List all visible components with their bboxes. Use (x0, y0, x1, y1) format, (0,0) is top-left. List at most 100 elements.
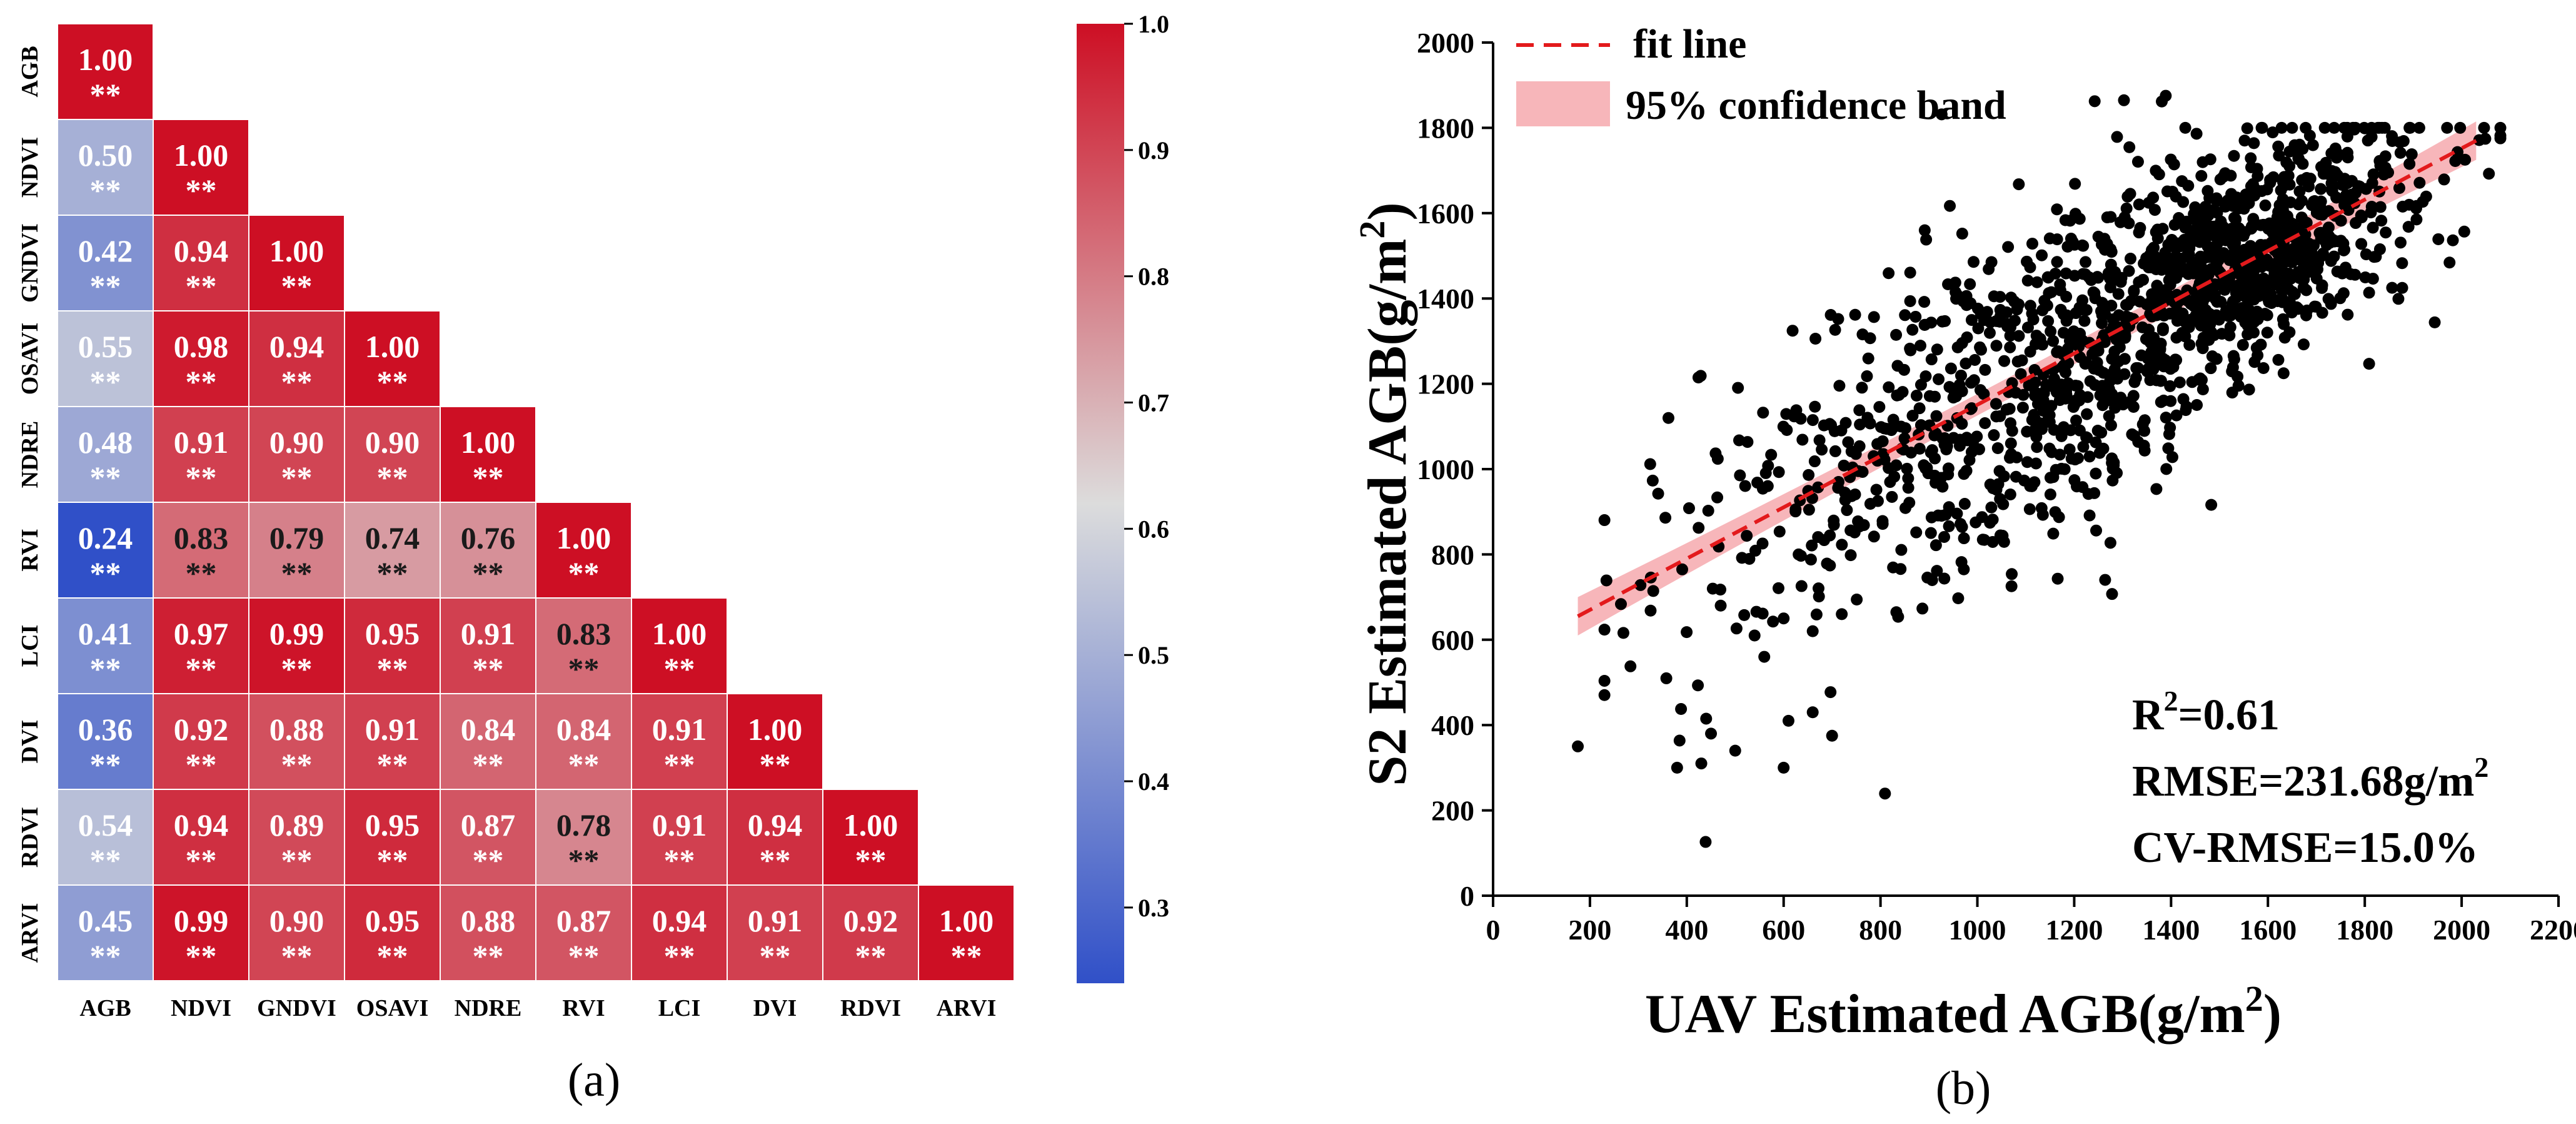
heatmap-value: 0.97 (174, 616, 229, 651)
significance-marker: ** (664, 747, 695, 782)
heatmap-cell-arvi-gndvi (248, 884, 345, 981)
scatter-point (2272, 247, 2284, 260)
scatter-point (2179, 330, 2191, 343)
scatter-point (2248, 315, 2260, 328)
scatter-point (2038, 387, 2050, 400)
scatter-point (1943, 520, 1955, 532)
heatmap-cell-dvi-lci (631, 693, 728, 790)
scatter-point (1693, 522, 1705, 534)
scatter-point (2093, 447, 2106, 459)
heatmap-value: 0.94 (174, 233, 229, 268)
scatter-point (2316, 306, 2328, 319)
scatter-point (2245, 152, 2257, 165)
scatter-point (2355, 238, 2368, 250)
heatmap-value: 0.91 (365, 712, 420, 747)
scatter-point (1659, 512, 1672, 524)
x-tick-label: 1000 (1949, 914, 2006, 946)
scatter-point (1809, 333, 1822, 345)
scatter-point (2205, 220, 2217, 233)
fit-line-path (1577, 139, 2477, 618)
scatter-point (1921, 462, 1933, 474)
scatter-point (2228, 149, 2240, 162)
scatter-point (2394, 236, 2407, 249)
heatmap-cell-lci-osavi (344, 597, 441, 694)
scatter-point (2273, 230, 2286, 242)
scatter-point (1958, 532, 1970, 545)
scatter-point (1734, 469, 1746, 482)
scatter-point (1756, 537, 1769, 550)
y-axis-label: S2 Estimated AGB(g/m2) (1352, 202, 1418, 786)
scatter-point (2262, 260, 2275, 272)
scatter-point (2403, 158, 2416, 170)
scatter-point (1782, 714, 1794, 727)
scatter-point (1961, 432, 1973, 444)
rmse: RMSE=231.68g/m2 (2132, 751, 2488, 806)
heatmap-value: 1.00 (748, 712, 803, 747)
scatter-point (1883, 267, 1895, 280)
scatter-point (2127, 390, 2140, 402)
significance-marker: ** (186, 268, 217, 303)
scatter-point (2051, 203, 2063, 216)
scatter-point (2124, 253, 2136, 265)
scatter-point (1812, 481, 1824, 494)
heatmap-cell-dvi-ndvi (153, 693, 249, 790)
scatter-point (1598, 514, 1611, 527)
scatter-point (2347, 121, 2359, 134)
scatter-point (2200, 251, 2212, 264)
colorbar-tick-label: 1.0 (1138, 10, 1169, 38)
heatmap-cell-osavi-gndvi (248, 310, 345, 407)
scatter-point (2184, 313, 2196, 326)
scatter-point (2156, 352, 2169, 365)
colorbar-tick-label: 0.4 (1138, 767, 1169, 796)
scatter-point (2143, 335, 2156, 348)
scatter-point (2023, 379, 2035, 392)
scatter-point (2013, 298, 2025, 311)
significance-marker: ** (568, 651, 600, 686)
y-tick-label: 400 (1431, 709, 1474, 741)
scatter-point (1861, 412, 1874, 424)
scatter-point (1964, 278, 1976, 290)
scatter-point (1844, 549, 1857, 562)
x-tick-label: 2000 (2433, 914, 2490, 946)
scatter-point (2315, 232, 2327, 245)
scatter-point (2292, 198, 2305, 211)
scatter-point (1942, 462, 1955, 475)
column-label-ndvi: NDVI (171, 995, 231, 1021)
scatter-point (1803, 468, 1815, 481)
scatter-legend: fit line 95% confidence band (1516, 21, 2006, 128)
significance-marker: ** (377, 747, 408, 782)
scatter-point (1853, 404, 1866, 417)
scatter-point (2271, 278, 2283, 291)
scatter-point (2413, 121, 2425, 134)
scatter-point (2083, 450, 2096, 463)
scatter-point (2180, 250, 2193, 263)
scatter-point (1806, 706, 1819, 719)
scatter-point (1824, 686, 1837, 699)
scatter-point (1816, 443, 1828, 456)
scatter-point (2027, 313, 2040, 326)
scatter-point (1598, 674, 1611, 687)
heatmap-cell-rvi-rvi (535, 502, 632, 599)
stats-annotation: R2=0.61 RMSE=231.68g/m2 CV-RMSE=15.0% (2132, 685, 2488, 872)
scatter-point (1994, 493, 2006, 505)
significance-marker: ** (473, 843, 504, 878)
scatter-point (2051, 256, 2063, 268)
scatter-point (1929, 390, 1941, 403)
scatter-point (1916, 602, 1929, 615)
scatter-point (2045, 325, 2057, 338)
scatter-point (2195, 373, 2208, 386)
scatter-point (2230, 291, 2243, 303)
scatter-point (1906, 410, 1919, 422)
significance-marker: ** (186, 938, 217, 973)
y-axis-ticks: 0 200 400 600 800 1000 1200 1400 1600 1800 2000 (1417, 27, 1493, 912)
scatter-point (1956, 227, 1968, 240)
scatter-point (1836, 608, 1848, 620)
scatter-point (1952, 592, 1965, 604)
scatter-point (2031, 276, 2043, 288)
heatmap-cell-arvi-agb (57, 884, 154, 981)
scatter-point (2241, 122, 2253, 134)
scatter-point (1777, 420, 1789, 433)
scatter-point (2036, 249, 2048, 261)
scatter-point (2123, 141, 2136, 153)
scatter-point (2108, 345, 2121, 358)
